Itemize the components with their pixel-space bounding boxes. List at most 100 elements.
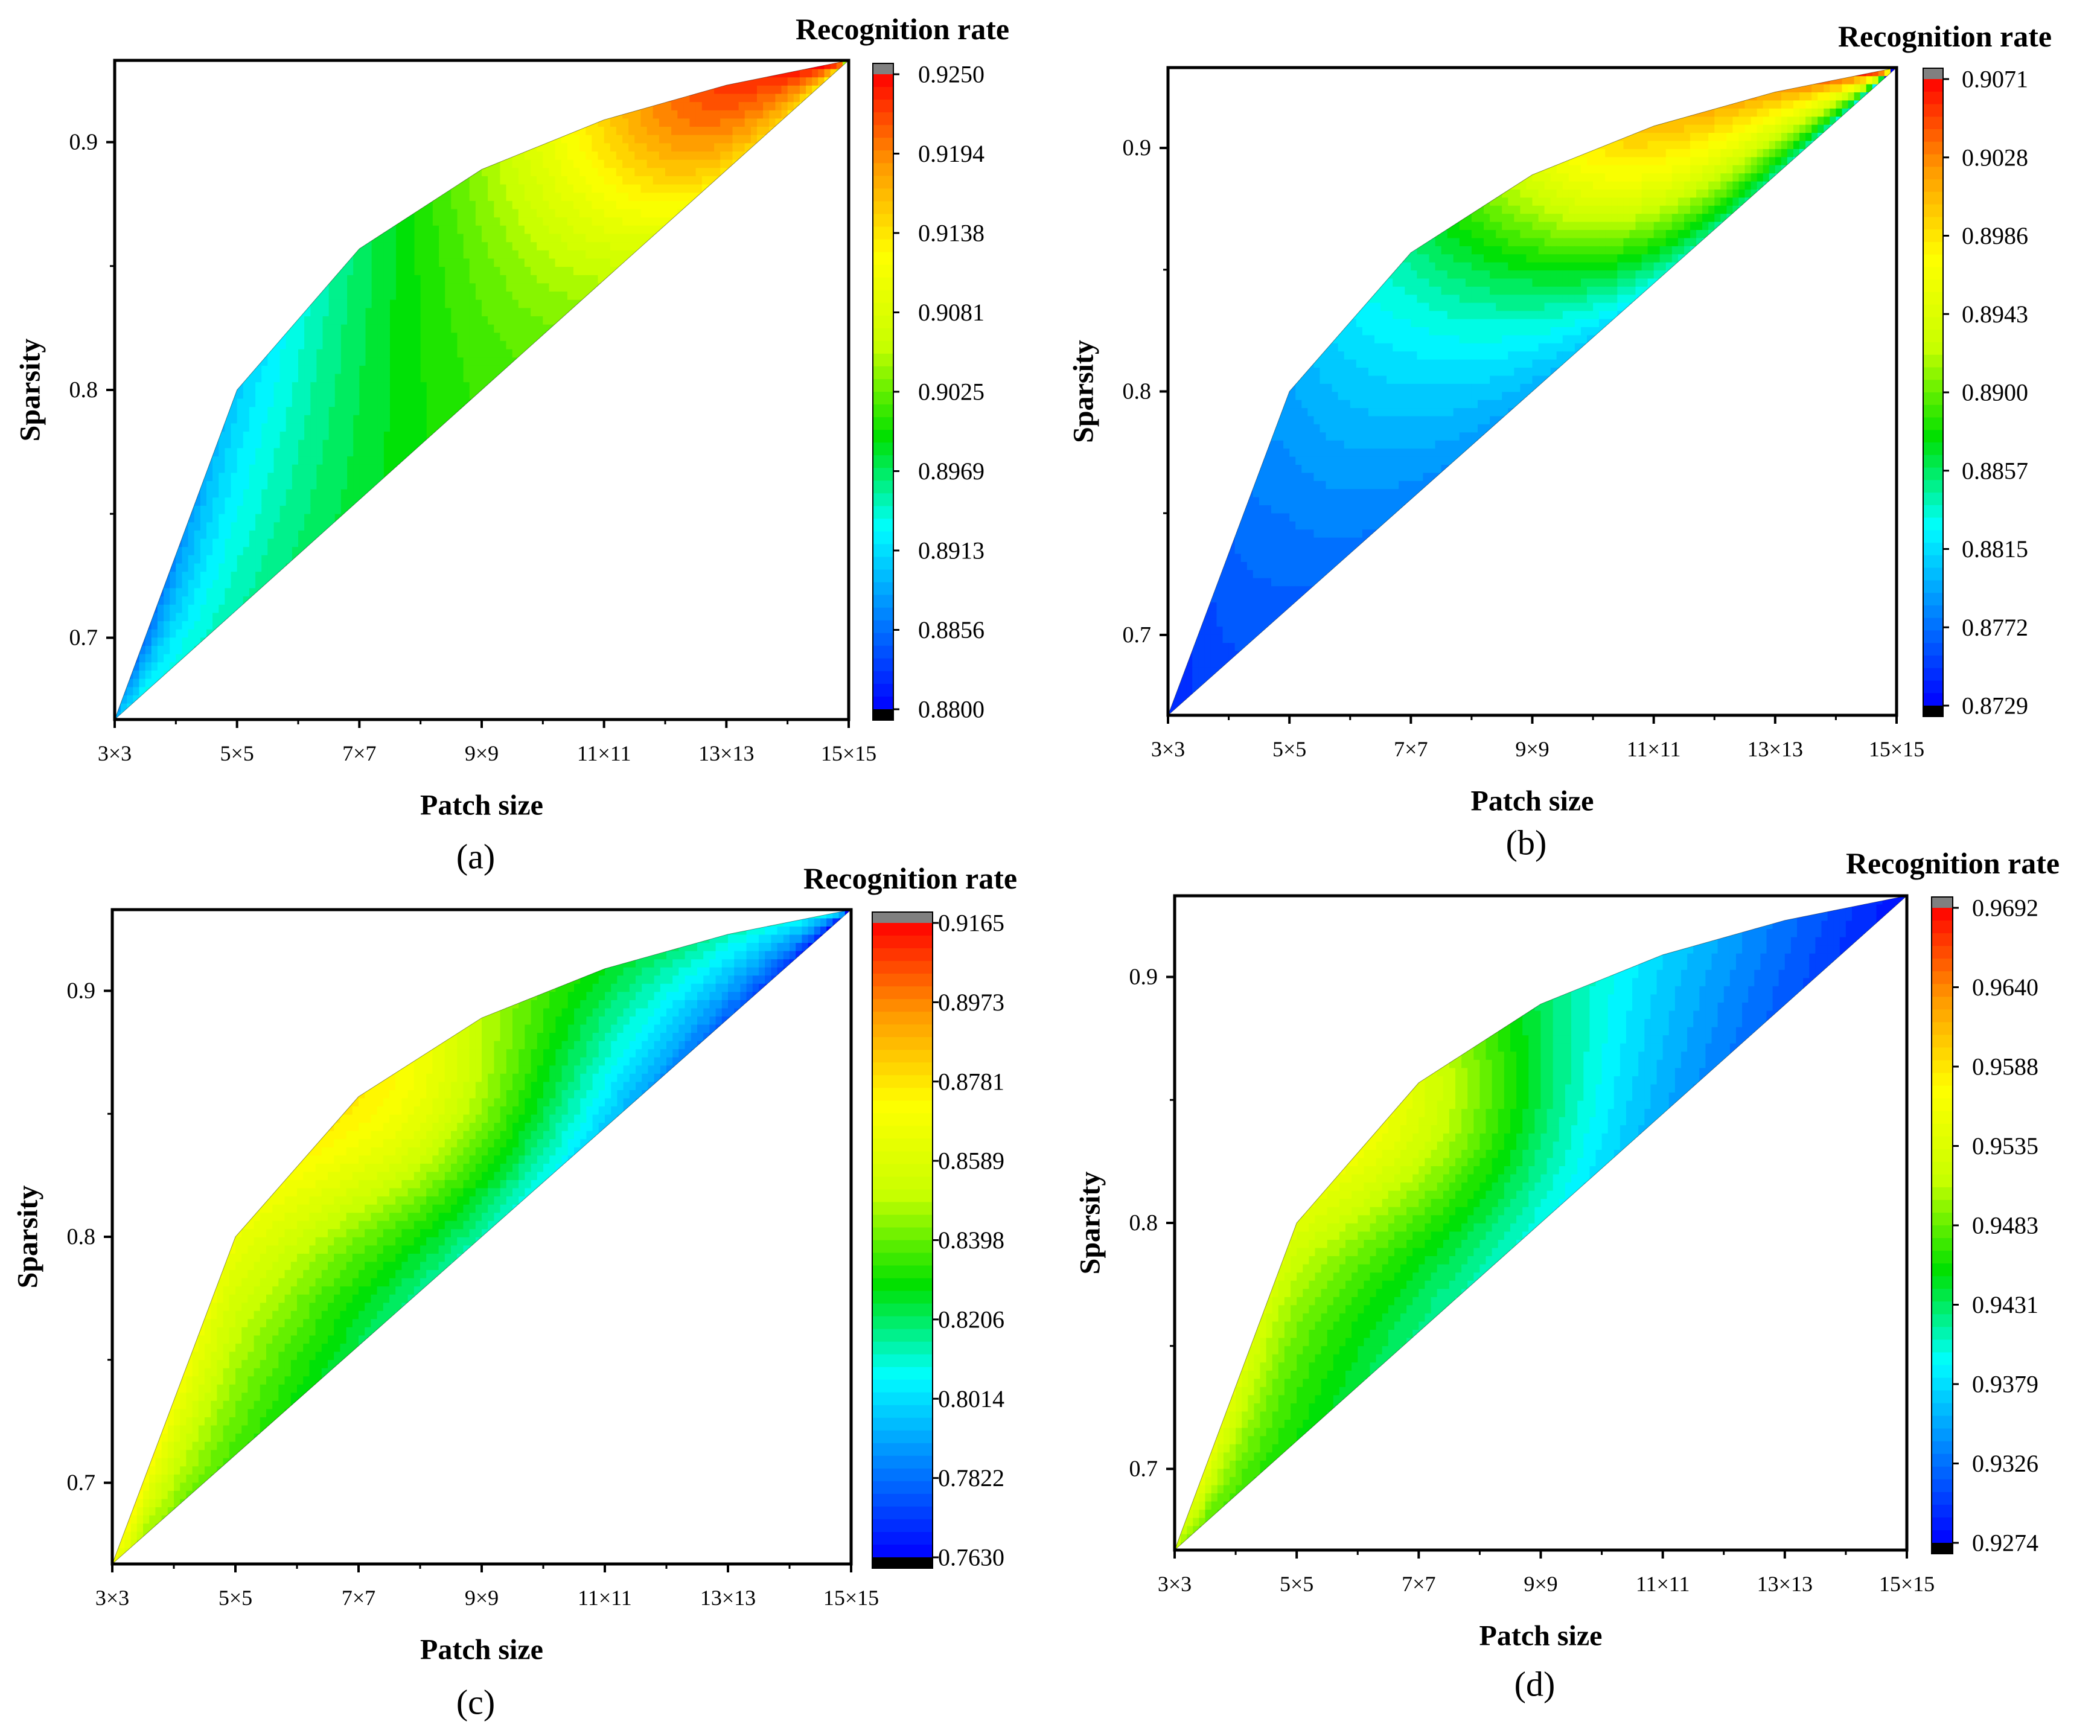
contour-cell xyxy=(1277,432,1284,441)
contour-cell xyxy=(340,472,348,481)
contour-cell xyxy=(1611,254,1618,263)
contour-cell xyxy=(371,340,378,349)
contour-cell xyxy=(402,340,409,349)
contour-cell xyxy=(616,126,623,135)
contour-cell xyxy=(1374,488,1381,497)
contour-cell xyxy=(1234,626,1242,635)
contour-cell xyxy=(1368,448,1375,457)
contour-cell xyxy=(414,332,421,341)
contour-cell xyxy=(322,365,330,374)
contour-cell xyxy=(261,414,269,424)
contour-cell xyxy=(426,233,433,243)
contour-cell xyxy=(1350,521,1357,530)
contour-cell xyxy=(683,93,691,103)
contour-cell xyxy=(1757,156,1764,165)
contour-cell xyxy=(750,118,758,127)
contour-cell xyxy=(1374,505,1381,514)
contour-cell xyxy=(1574,261,1581,271)
contour-cell xyxy=(1574,221,1581,230)
contour-cell xyxy=(1344,464,1351,473)
contour-cell xyxy=(377,225,385,234)
contour-cell xyxy=(1307,521,1315,530)
contour-cell xyxy=(1411,375,1418,384)
contour-cell xyxy=(390,398,397,407)
contour-cell xyxy=(365,274,372,284)
contour-cell xyxy=(1574,205,1581,214)
contour-cell xyxy=(1405,432,1412,441)
contour-cell xyxy=(1617,294,1624,303)
contour-cell xyxy=(512,176,519,185)
contour-cell xyxy=(1702,173,1709,182)
contour-cell xyxy=(1405,440,1412,449)
contour-cell xyxy=(1508,213,1515,222)
contour-cell xyxy=(1368,383,1375,392)
contour-cell xyxy=(604,109,611,119)
contour-cell xyxy=(549,225,556,234)
contour-cell xyxy=(1720,189,1728,198)
contour-cell xyxy=(1568,327,1575,336)
contour-cell xyxy=(255,530,262,539)
contour-cell xyxy=(310,530,318,539)
contour-cell xyxy=(1714,148,1722,158)
contour-cell xyxy=(1696,189,1703,198)
contour-cell xyxy=(432,291,439,300)
contour-cell xyxy=(1514,318,1521,327)
contour-cell xyxy=(310,456,318,465)
contour-cell xyxy=(390,324,397,333)
contour-cell xyxy=(1253,545,1260,554)
contour-cell xyxy=(328,464,336,473)
contour-cell xyxy=(1368,286,1375,295)
contour-cell xyxy=(1405,488,1412,497)
contour-cell xyxy=(1332,545,1339,554)
contour-cell xyxy=(1246,529,1254,538)
contour-cell xyxy=(445,266,452,275)
contour-cell xyxy=(1471,351,1478,360)
contour-cell xyxy=(579,299,586,308)
contour-cell xyxy=(1459,302,1466,311)
contour-cell xyxy=(683,85,691,94)
contour-cell xyxy=(732,109,739,119)
contour-cell xyxy=(164,637,170,646)
contour-cell xyxy=(1708,180,1715,190)
contour-cell xyxy=(1253,561,1260,570)
contour-cell xyxy=(194,637,201,646)
contour-cell xyxy=(286,431,293,440)
contour-cell xyxy=(408,390,415,399)
contour-cell xyxy=(1399,432,1406,441)
contour-cell xyxy=(824,68,831,78)
contour-cell xyxy=(304,513,311,523)
colorbar-tick-label: 0.9250 xyxy=(918,61,985,88)
colorbar-band xyxy=(873,658,893,672)
contour-cell xyxy=(273,332,281,341)
contour-cell xyxy=(1526,189,1533,198)
contour-cell xyxy=(1429,472,1436,481)
contour-cell xyxy=(225,423,232,432)
contour-cell xyxy=(402,217,409,226)
contour-cell xyxy=(1484,246,1490,255)
contour-cell xyxy=(1605,148,1612,158)
contour-cell xyxy=(316,414,324,424)
contour-cell xyxy=(1441,383,1448,392)
contour-cell xyxy=(1447,464,1454,473)
contour-cell xyxy=(695,85,703,94)
contour-cell xyxy=(170,645,177,654)
contour-cell xyxy=(426,241,433,251)
contour-cell xyxy=(1435,294,1442,303)
contour-cell xyxy=(488,381,494,391)
contour-cell xyxy=(1708,124,1715,133)
contour-cell xyxy=(304,381,311,391)
contour-cell xyxy=(1538,334,1545,343)
contour-cell xyxy=(500,241,507,251)
contour-cell xyxy=(426,307,433,316)
contour-cell xyxy=(219,522,226,531)
contour-cell xyxy=(763,101,770,110)
contour-cell xyxy=(1726,116,1734,125)
contour-cell xyxy=(212,628,219,638)
contour-cell xyxy=(1399,464,1406,473)
contour-cell xyxy=(1732,165,1740,174)
contour-cell xyxy=(1653,116,1661,125)
contour-cell xyxy=(340,513,348,523)
contour-cell xyxy=(592,167,599,176)
contour-cell xyxy=(1587,213,1594,222)
contour-cell xyxy=(1265,529,1272,538)
